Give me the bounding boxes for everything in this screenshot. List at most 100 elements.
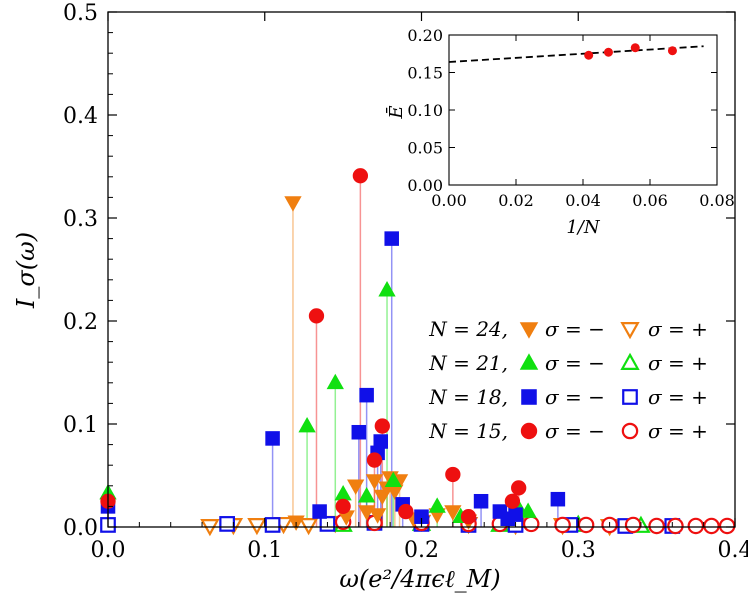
main-y-ticks: 0.0 0.1 0.2 0.3 0.4 0.5: [63, 1, 735, 541]
data-point: [247, 517, 267, 536]
legend-n-label: N = 24,: [428, 317, 508, 341]
inset-x-axis-label: 1/N: [566, 217, 601, 238]
data-point: [508, 507, 523, 522]
data-point: [265, 431, 280, 446]
inset-y-ticks: 0.00 0.05 0.10 0.15 0.20: [407, 26, 717, 195]
main-markers: [99, 168, 736, 537]
inset-x-tick-label: 0.08: [699, 191, 735, 210]
data-point: [326, 373, 344, 390]
inset-y-axis-label: Ē: [384, 105, 407, 119]
legend-marker-open: [621, 422, 639, 440]
data-point: [511, 480, 527, 496]
data-point: [351, 424, 367, 440]
data-point: [473, 493, 489, 509]
data-point: [359, 387, 374, 403]
data-point: [357, 487, 376, 503]
data-point: [298, 517, 319, 536]
legend-marker-filled: [519, 353, 539, 370]
data-point: [444, 505, 462, 521]
data-point: [384, 231, 399, 246]
data-point: [347, 479, 365, 495]
legend-n-label: N = 18,: [428, 385, 508, 409]
data-point: [335, 498, 351, 515]
data-point: [687, 517, 705, 535]
fit-line: [448, 45, 704, 63]
data-point: [366, 452, 383, 468]
y-tick-label: 0.3: [63, 207, 98, 232]
data-point: [460, 509, 477, 525]
data-point: [522, 515, 540, 533]
y-tick-label: 0.5: [63, 1, 98, 26]
legend-plus-label: σ = +: [648, 385, 708, 409]
x-tick-label: 0.1: [247, 538, 282, 563]
x-tick-label: 0.0: [91, 538, 126, 563]
main-x-ticks: 0.0 0.1 0.2 0.3 0.4: [91, 12, 748, 563]
inset-x-tick-label: 0.06: [632, 191, 668, 210]
inset-x-tick-label: 0.02: [498, 191, 534, 210]
y-axis-label: I_σ(ω): [12, 232, 40, 309]
data-point: [308, 308, 325, 324]
x-tick-label: 0.2: [404, 538, 439, 563]
legend-n-label: N = 21,: [428, 351, 508, 375]
inset-x-tick-label: 0.04: [565, 191, 601, 210]
legend-marker-filled: [521, 389, 537, 405]
data-point: [398, 503, 414, 520]
data-point: [368, 508, 387, 524]
main-plot: 0.0 0.1 0.2 0.3 0.4 0.0 0.1 0.2 0.3 0.4 0.5 ω(e²/…: [12, 1, 748, 593]
data-point: [384, 471, 402, 487]
data-point: [378, 281, 396, 297]
inset-x-tick-label: 0.00: [431, 191, 467, 210]
x-axis-label: ω(e²/4πϵℓ_M): [339, 565, 500, 593]
data-point: [428, 497, 446, 513]
data-point: [298, 416, 316, 433]
data-point: [284, 196, 302, 212]
data-point: [577, 516, 595, 534]
data-point: [550, 491, 566, 507]
data-point: [554, 516, 571, 534]
data-point: [352, 168, 369, 184]
legend: N = 24, σ = − σ = + N = 21, σ = − σ = + N = 18…: [428, 317, 708, 443]
inset-x-ticks: 0.00 0.02 0.04 0.06 0.08: [431, 35, 735, 210]
y-tick-label: 0.2: [63, 310, 98, 335]
data-point: [373, 434, 389, 449]
inset-data-point: [667, 46, 677, 56]
data-point: [312, 504, 327, 519]
legend-marker-filled: [520, 422, 538, 440]
inset-y-tick-label: 0.10: [407, 101, 443, 120]
data-point: [648, 517, 665, 535]
data-point: [445, 466, 461, 483]
data-point: [374, 418, 390, 434]
legend-marker-open: [620, 352, 640, 370]
inset-data-point: [584, 50, 594, 60]
data-point: [624, 516, 642, 534]
data-point: [504, 493, 521, 509]
data-point: [667, 517, 684, 535]
data-point: [703, 517, 720, 535]
legend-plus-label: σ = +: [648, 317, 708, 341]
y-tick-label: 0.0: [63, 516, 98, 541]
legend-plus-label: σ = +: [648, 351, 708, 375]
legend-plus-label: σ = +: [648, 419, 708, 443]
data-point: [718, 517, 736, 535]
x-tick-label: 0.4: [718, 538, 748, 563]
legend-n-label: N = 15,: [428, 419, 508, 443]
inset-data-point: [603, 47, 613, 57]
inset-background: [449, 35, 717, 185]
inset-y-tick-label: 0.20: [407, 26, 443, 45]
legend-minus-label: σ = −: [545, 351, 605, 375]
inset-content: [448, 43, 704, 63]
data-point: [334, 484, 352, 501]
data-point: [264, 517, 281, 533]
inset-y-tick-label: 0.05: [407, 139, 443, 158]
legend-minus-label: σ = −: [545, 419, 605, 443]
y-tick-label: 0.4: [63, 104, 98, 129]
legend-marker-filled: [519, 322, 539, 339]
data-point: [365, 474, 384, 490]
legend-minus-label: σ = −: [545, 385, 605, 409]
y-tick-label: 0.1: [63, 413, 98, 438]
inset-y-tick-label: 0.00: [407, 176, 443, 195]
legend-minus-label: σ = −: [545, 317, 605, 341]
x-tick-label: 0.3: [561, 538, 596, 563]
data-point: [519, 502, 537, 518]
